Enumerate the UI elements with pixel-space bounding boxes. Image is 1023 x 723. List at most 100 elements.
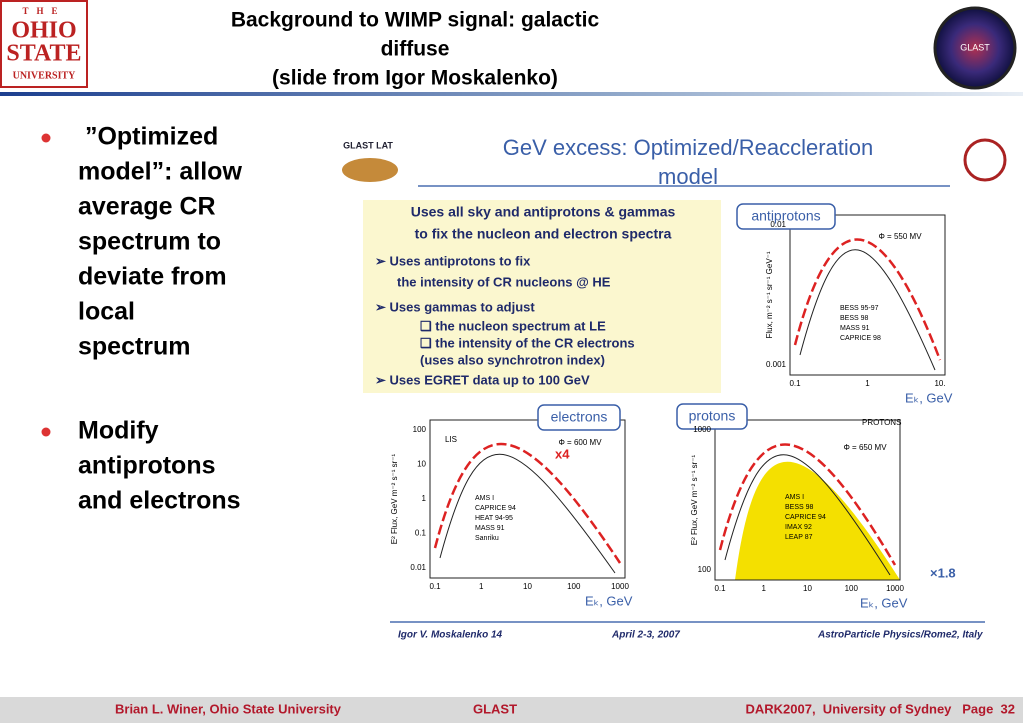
bullet-text: spectrum	[78, 333, 191, 361]
slide-title: GeV excess: Optimized/Reaccleration	[503, 135, 874, 160]
slide-footer: April 2-3, 2007	[611, 630, 680, 641]
bullet-text: ”Optimized	[78, 123, 218, 151]
y-tick-label: 1000	[693, 425, 711, 434]
x-tick-label: 1	[479, 582, 484, 591]
bullet-text: spectrum to	[78, 228, 221, 256]
footer-bar	[0, 697, 1023, 723]
logo-text: GLAST LAT	[343, 140, 393, 150]
legend-entry: HEAT 94-95	[475, 515, 513, 522]
legend-entry: AMS I	[475, 495, 494, 502]
phi-label: Φ = 650 MV	[843, 443, 887, 452]
footer-text: Brian L. Winer, Ohio State University	[115, 701, 342, 716]
bullet-text: local	[78, 298, 135, 326]
plot-text: LIS	[445, 435, 457, 444]
y-tick-label: 0.001	[766, 360, 787, 369]
bullet-text: and electrons	[78, 487, 241, 515]
bullet-text: average CR	[78, 193, 216, 221]
model-curve	[433, 442, 622, 564]
phi-label: Φ = 600 MV	[558, 438, 602, 447]
lat-logo	[342, 158, 398, 182]
x-tick-label: 100	[845, 584, 859, 593]
y-tick-label: 0.01	[770, 220, 786, 229]
plot-note: x4	[555, 446, 570, 461]
legend-entry: CAPRICE 94	[785, 514, 826, 521]
footer-text: DARK2007, University of Sydney Page 32	[746, 701, 1016, 716]
bullet-dot	[41, 427, 51, 437]
logo-text: OHIO	[11, 18, 76, 44]
note-box	[363, 200, 721, 393]
plot-name: electrons	[551, 409, 608, 425]
y-tick-label: 0.01	[410, 563, 426, 572]
model-curve	[718, 443, 897, 566]
bullet-dot	[41, 133, 51, 143]
y-tick-label: 0.1	[415, 529, 427, 538]
legend-entry: Sanriku	[475, 535, 499, 542]
bullet-text: antiprotons	[78, 452, 216, 480]
legend-entry: BESS 95-97	[840, 305, 879, 312]
box-text: ➢ Uses EGRET data up to 100 GeV	[375, 372, 590, 387]
y-tick-label: 100	[413, 425, 427, 434]
model-curve	[724, 454, 891, 576]
header-rule	[0, 92, 1023, 96]
y-label: E² Flux, GeV m⁻² s⁻¹ sr⁻¹	[390, 453, 399, 544]
legend-entry: AMS I	[785, 494, 804, 501]
x-tick-label: 0.1	[714, 584, 726, 593]
box-text: ❑ the nucleon spectrum at LE	[420, 318, 606, 333]
model-curve	[439, 453, 616, 574]
x-label: Eₖ, GeV	[860, 595, 908, 610]
x-tick-label: 1	[865, 379, 870, 388]
legend-entry: MASS 91	[475, 525, 505, 532]
legend-entry: CAPRICE 98	[840, 335, 881, 342]
x-tick-label: 0.1	[789, 379, 801, 388]
model-curve	[793, 238, 942, 361]
slide-title: model	[658, 164, 718, 189]
legend-entry: IMAX 92	[785, 524, 812, 531]
x-tick-label: 10	[803, 584, 812, 593]
x-tick-label: 10	[523, 582, 532, 591]
model-curve	[799, 249, 936, 371]
title: diffuse	[381, 38, 450, 61]
y-tick-label: 100	[698, 565, 712, 574]
label-box	[676, 403, 748, 430]
title: Background to WIMP signal: galactic	[231, 9, 600, 32]
footer-text: GLAST	[473, 701, 517, 716]
x-tick-label: 1	[762, 584, 767, 593]
plot-name: antiprotons	[751, 208, 820, 224]
x-label: Eₖ, GeV	[905, 390, 953, 405]
logo-text: UNIVERSITY	[13, 70, 77, 81]
slide-footer: AstroParticle Physics/Rome2, Italy	[817, 630, 983, 641]
legend-entry: MASS 91	[840, 325, 870, 332]
x-tick-label: 100	[567, 582, 581, 591]
plot-note: ×1.8	[930, 565, 956, 580]
box-text: ➢ Uses gammas to adjust	[375, 299, 535, 314]
y-tick-label: 1	[422, 494, 427, 503]
plot-frame	[789, 214, 946, 376]
box-text: the intensity of CR nucleons @ HE	[397, 274, 611, 289]
logo-text: STATE	[6, 41, 81, 67]
phi-label: Φ = 550 MV	[878, 232, 922, 241]
y-label: E² Flux, GeV m⁻² s⁻¹ sr⁻¹	[690, 454, 699, 545]
yellow-area	[735, 461, 900, 580]
logo-text: GLAST	[960, 42, 990, 52]
title: (slide from Igor Moskalenko)	[272, 67, 558, 90]
plot-text: PROTONS	[862, 418, 901, 427]
label-box	[736, 203, 836, 230]
plot-frame	[429, 419, 626, 579]
x-tick-label: 1000	[886, 584, 904, 593]
x-tick-label: 0.1	[429, 582, 441, 591]
x-tick-label: 10.	[934, 379, 945, 388]
legend-entry: LEAP 87	[785, 534, 813, 541]
logo-frame	[0, 0, 88, 88]
logo-text: THE	[22, 6, 65, 16]
box-text: (uses also synchrotron index)	[420, 352, 605, 367]
bullet-text: deviate from	[78, 263, 227, 291]
plot-name: protons	[689, 408, 736, 424]
plot-frame	[714, 419, 901, 581]
box-text: ❑ the intensity of the CR electrons	[420, 335, 635, 350]
bullet-text: model”: allow	[78, 158, 242, 186]
y-tick-label: 10	[417, 460, 426, 469]
legend-entry: BESS 98	[785, 504, 814, 511]
legend-entry: BESS 98	[840, 315, 869, 322]
box-text: to fix the nucleon and electron spectra	[415, 226, 672, 242]
